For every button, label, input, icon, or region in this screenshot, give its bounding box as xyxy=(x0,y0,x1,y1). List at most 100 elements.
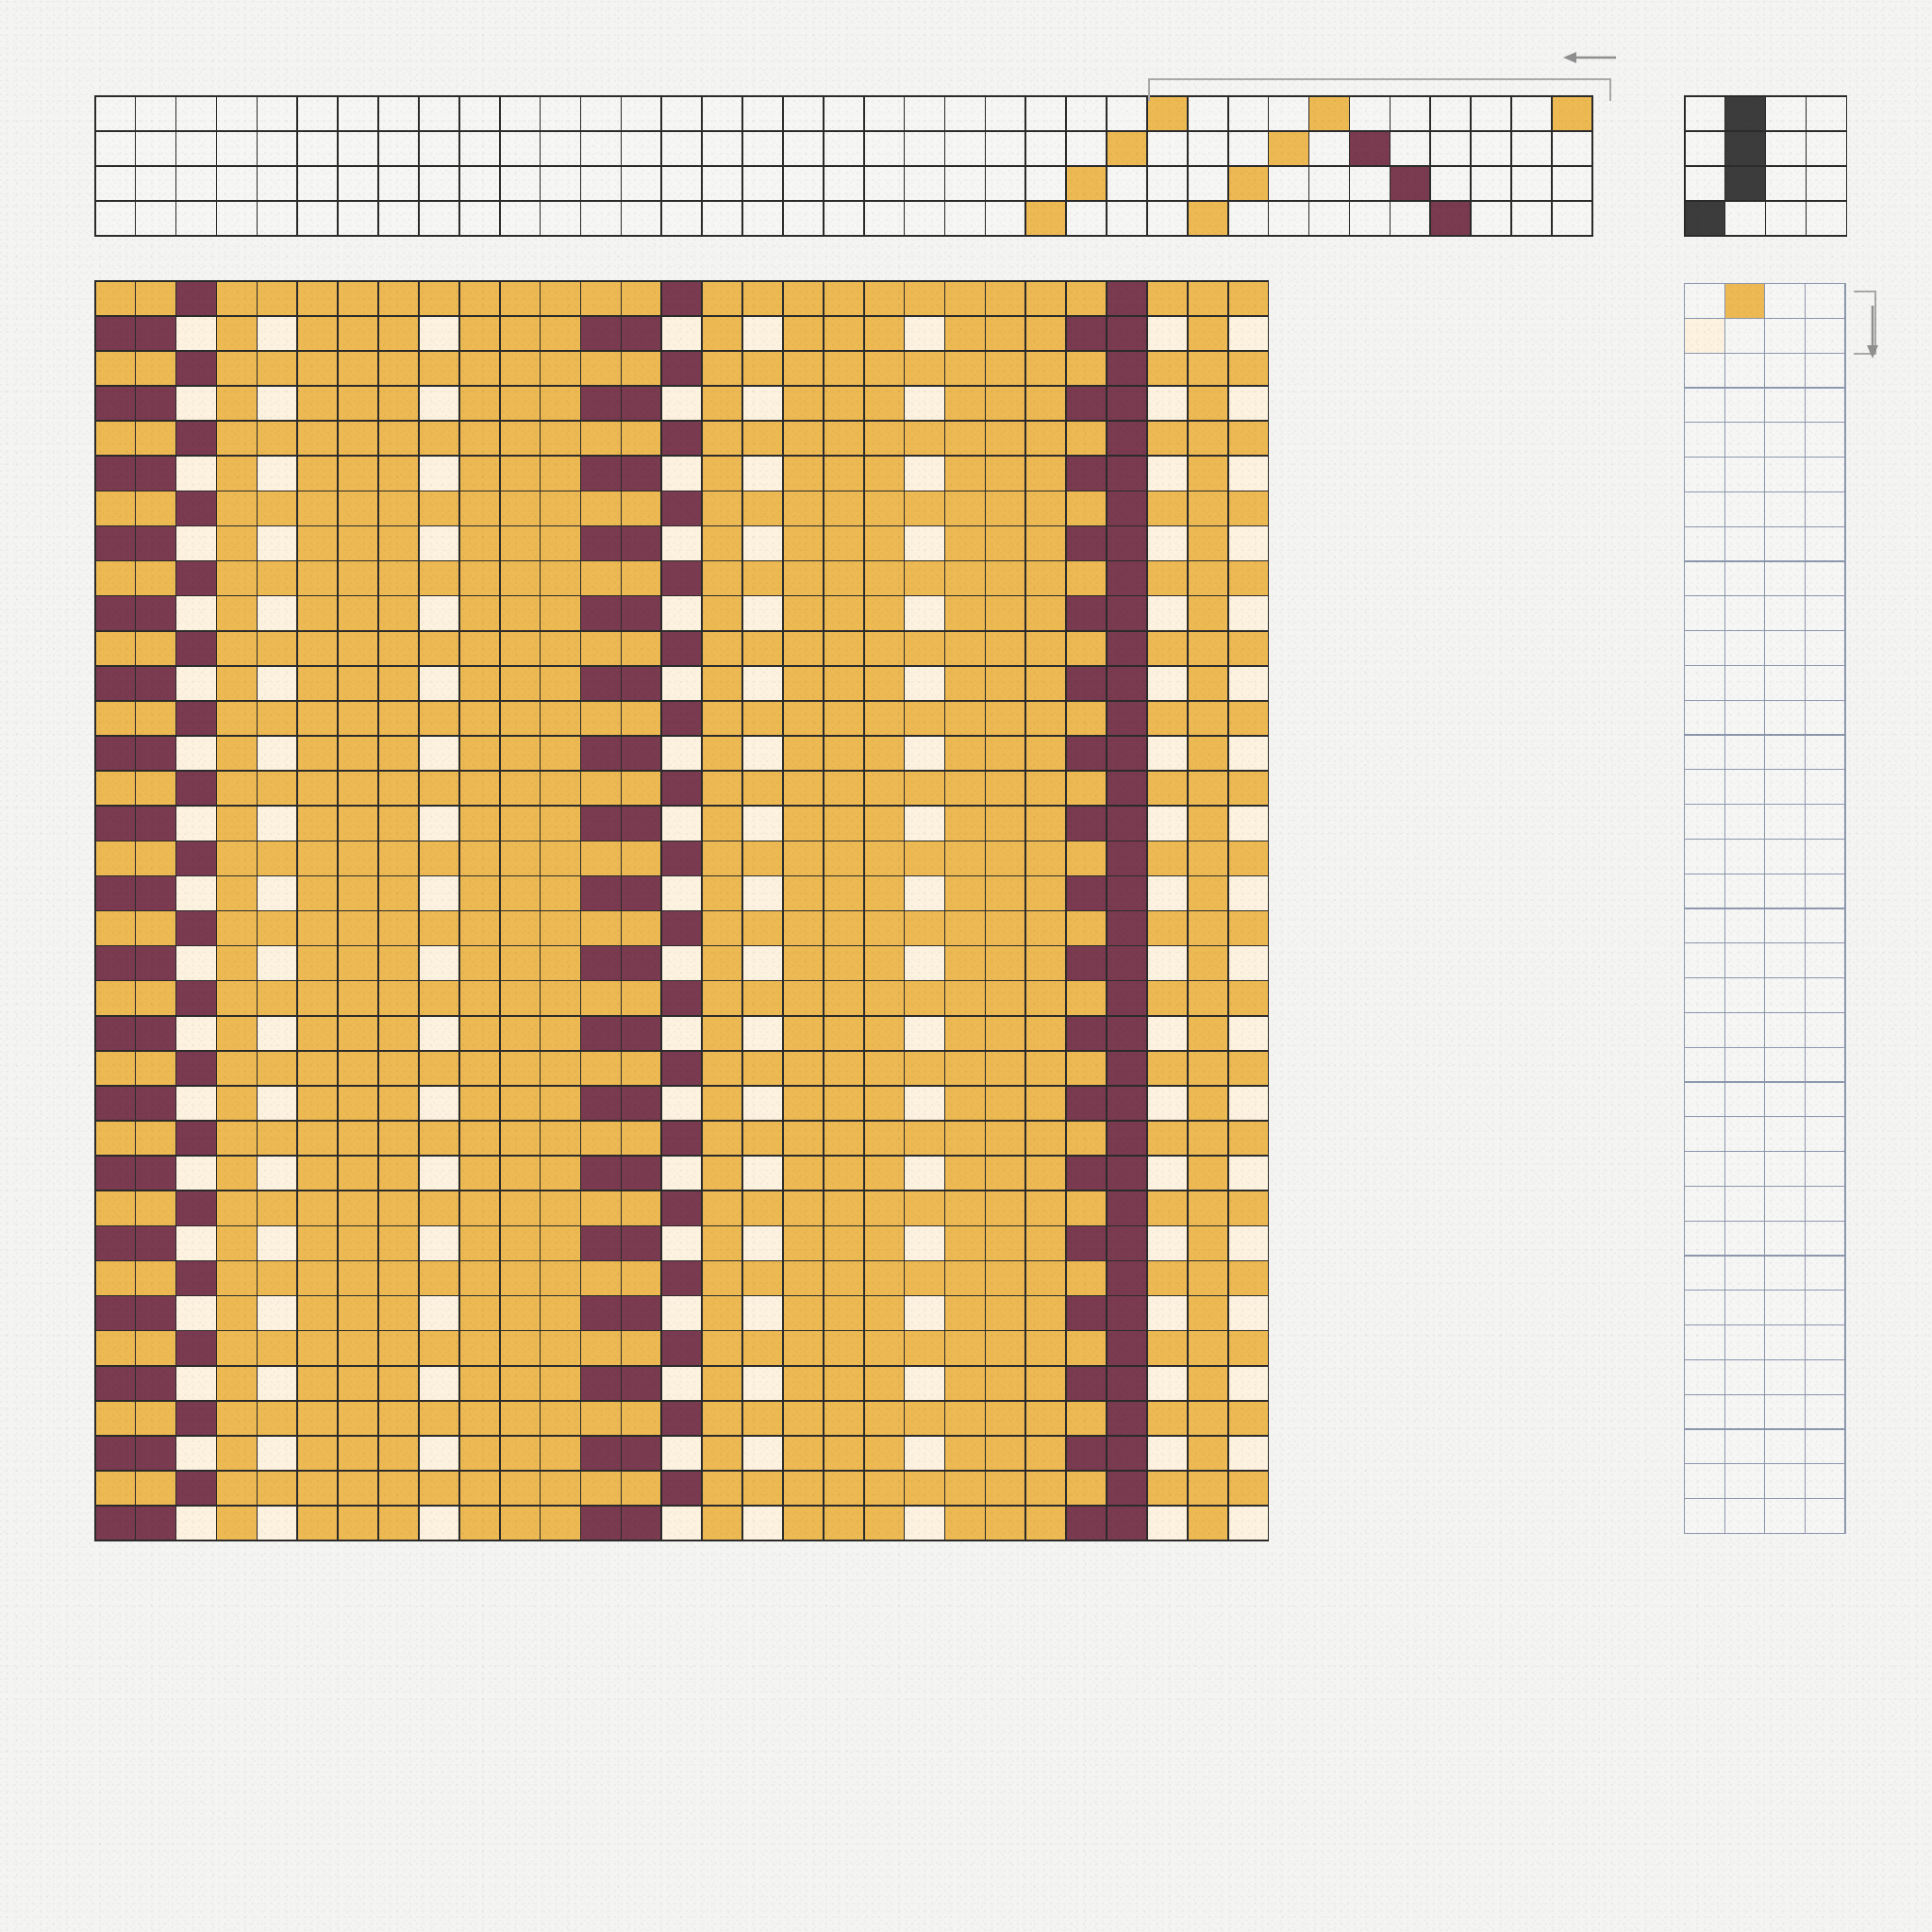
drawdown-cell-gold[interactable] xyxy=(581,911,621,945)
drawdown-cell-cream[interactable] xyxy=(662,666,702,701)
drawdown-cell-gold[interactable] xyxy=(622,1331,661,1365)
treadling-cell-empty[interactable] xyxy=(1765,423,1805,457)
drawdown-cell-plum[interactable] xyxy=(581,596,621,630)
drawdown-cell-gold[interactable] xyxy=(541,876,580,910)
treadling-cell-empty[interactable] xyxy=(1806,596,1845,630)
drawdown-cell-gold[interactable] xyxy=(905,1261,944,1295)
threading-cell-empty[interactable] xyxy=(1066,131,1107,166)
drawdown-cell-gold[interactable] xyxy=(581,1191,621,1225)
drawdown-cell-cream[interactable] xyxy=(176,807,216,841)
drawdown-cell-cream[interactable] xyxy=(742,1156,783,1191)
drawdown-cell-gold[interactable] xyxy=(945,1121,985,1156)
drawdown-cell-plum[interactable] xyxy=(622,1366,661,1400)
threading-cell-empty[interactable] xyxy=(378,201,419,236)
drawdown-cell-gold[interactable] xyxy=(702,981,742,1015)
drawdown-cell-plum[interactable] xyxy=(136,526,175,560)
drawdown-cell-gold[interactable] xyxy=(905,1051,944,1086)
drawdown-cell-plum[interactable] xyxy=(95,807,135,841)
drawdown-cell-cream[interactable] xyxy=(1228,1016,1268,1051)
drawdown-cell-cream[interactable] xyxy=(662,1156,702,1191)
threading-cell-empty[interactable] xyxy=(1309,166,1349,201)
drawdown-cell-plum[interactable] xyxy=(1107,1331,1147,1365)
drawdown-cell-gold[interactable] xyxy=(258,1331,297,1365)
treadling-cell-empty[interactable] xyxy=(1765,1082,1805,1117)
drawdown-cell-gold[interactable] xyxy=(986,351,1025,386)
drawdown-cell-plum[interactable] xyxy=(662,841,702,875)
drawdown-cell-cream[interactable] xyxy=(176,316,216,351)
drawdown-cell-plum[interactable] xyxy=(662,1471,702,1506)
drawdown-cell-gold[interactable] xyxy=(541,701,580,736)
drawdown-cell-gold[interactable] xyxy=(217,1156,257,1191)
drawdown-cell-gold[interactable] xyxy=(459,1086,499,1121)
drawdown-cell-plum[interactable] xyxy=(176,1051,216,1086)
drawdown-cell-gold[interactable] xyxy=(1147,1261,1188,1295)
drawdown-cell-gold[interactable] xyxy=(581,841,621,875)
drawdown-cell-gold[interactable] xyxy=(824,526,863,560)
treadling-cell-empty[interactable] xyxy=(1685,1221,1724,1256)
drawdown-cell-gold[interactable] xyxy=(1147,1191,1188,1225)
drawdown-cell-gold[interactable] xyxy=(298,1436,338,1471)
drawdown-cell-plum[interactable] xyxy=(176,911,216,945)
drawdown-cell-plum[interactable] xyxy=(95,1506,135,1541)
threading-cell-empty[interactable] xyxy=(1188,166,1227,201)
drawdown-cell-gold[interactable] xyxy=(500,1121,540,1156)
drawdown-cell-gold[interactable] xyxy=(419,701,459,736)
drawdown-cell-gold[interactable] xyxy=(824,491,863,525)
treadling-cell-empty[interactable] xyxy=(1724,526,1765,561)
drawdown-cell-plum[interactable] xyxy=(581,876,621,910)
drawdown-cell-gold[interactable] xyxy=(258,701,297,736)
drawdown-cell-gold[interactable] xyxy=(217,316,257,351)
threading-cell-empty[interactable] xyxy=(581,96,621,131)
drawdown-cell-gold[interactable] xyxy=(136,1471,175,1506)
threading-cell-empty[interactable] xyxy=(258,201,297,236)
drawdown-cell-gold[interactable] xyxy=(1026,841,1066,875)
drawdown-cell-gold[interactable] xyxy=(298,1226,338,1260)
drawdown-cell-gold[interactable] xyxy=(986,386,1025,421)
drawdown-cell-plum[interactable] xyxy=(1066,1086,1107,1121)
drawdown-cell-gold[interactable] xyxy=(95,1331,135,1365)
treadling-cell-empty[interactable] xyxy=(1685,284,1724,318)
drawdown-cell-gold[interactable] xyxy=(783,1296,824,1330)
drawdown-cell-gold[interactable] xyxy=(419,281,459,316)
drawdown-cell-cream[interactable] xyxy=(662,386,702,421)
treadling-cell-empty[interactable] xyxy=(1806,1187,1845,1221)
drawdown-cell-gold[interactable] xyxy=(298,1331,338,1365)
drawdown-cell-gold[interactable] xyxy=(824,736,863,771)
drawdown-cell-gold[interactable] xyxy=(541,911,580,945)
threading-cell-empty[interactable] xyxy=(945,166,985,201)
drawdown-cell-gold[interactable] xyxy=(500,981,540,1015)
treadling-cell-empty[interactable] xyxy=(1685,700,1724,735)
drawdown-cell-gold[interactable] xyxy=(1066,1051,1107,1086)
drawdown-cell-gold[interactable] xyxy=(95,701,135,736)
drawdown-cell-gold[interactable] xyxy=(742,701,783,736)
drawdown-cell-cream[interactable] xyxy=(742,1436,783,1471)
drawdown-cell-gold[interactable] xyxy=(945,421,985,456)
treadling-cell-empty[interactable] xyxy=(1765,770,1805,804)
drawdown-cell-gold[interactable] xyxy=(622,631,661,666)
drawdown-cell-gold[interactable] xyxy=(1026,351,1066,386)
drawdown-cell-cream[interactable] xyxy=(742,386,783,421)
drawdown-cell-gold[interactable] xyxy=(217,807,257,841)
drawdown-cell-gold[interactable] xyxy=(298,1191,338,1225)
drawdown-cell-gold[interactable] xyxy=(1188,911,1227,945)
drawdown-cell-gold[interactable] xyxy=(581,1331,621,1365)
drawdown-cell-gold[interactable] xyxy=(217,911,257,945)
drawdown-cell-gold[interactable] xyxy=(986,666,1025,701)
drawdown-cell-plum[interactable] xyxy=(1107,666,1147,701)
threading-cell-empty[interactable] xyxy=(459,166,499,201)
drawdown-cell-gold[interactable] xyxy=(945,666,985,701)
drawdown-cell-gold[interactable] xyxy=(338,1086,378,1121)
drawdown-cell-gold[interactable] xyxy=(298,911,338,945)
drawdown-cell-plum[interactable] xyxy=(662,981,702,1015)
drawdown-cell-gold[interactable] xyxy=(541,1436,580,1471)
drawdown-cell-plum[interactable] xyxy=(622,666,661,701)
drawdown-cell-gold[interactable] xyxy=(541,1086,580,1121)
drawdown-cell-gold[interactable] xyxy=(1026,631,1066,666)
drawdown-cell-gold[interactable] xyxy=(500,1016,540,1051)
drawdown-cell-gold[interactable] xyxy=(783,596,824,630)
drawdown-cell-gold[interactable] xyxy=(702,1471,742,1506)
drawdown-cell-gold[interactable] xyxy=(500,526,540,560)
drawdown-cell-cream[interactable] xyxy=(1147,807,1188,841)
drawdown-cell-gold[interactable] xyxy=(378,841,419,875)
threading-cell-empty[interactable] xyxy=(419,96,459,131)
